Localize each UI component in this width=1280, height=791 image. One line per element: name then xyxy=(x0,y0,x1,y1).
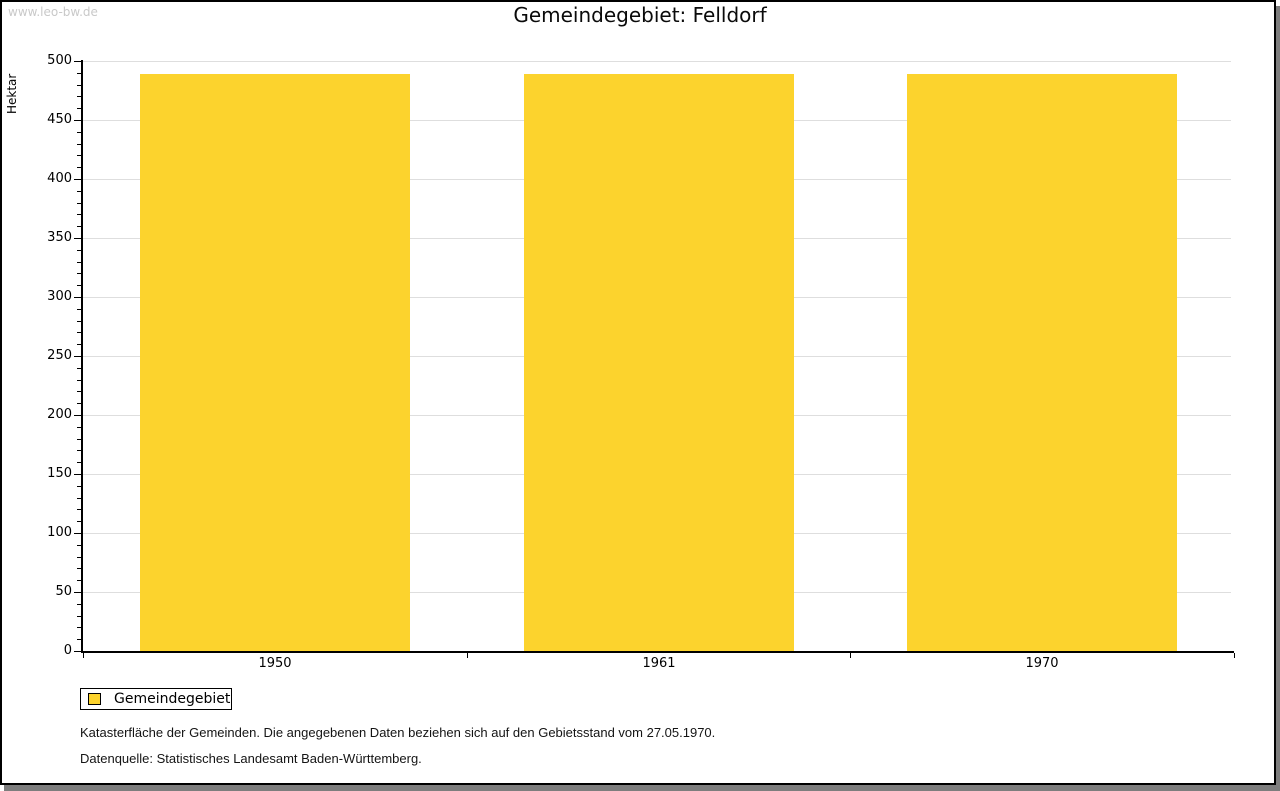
y-minor-tick xyxy=(77,85,81,86)
y-tick-label: 300 xyxy=(47,289,72,304)
y-minor-tick xyxy=(77,155,81,156)
y-minor-tick xyxy=(77,368,81,369)
y-minor-tick xyxy=(77,486,81,487)
legend-label: Gemeindegebiet xyxy=(114,691,231,707)
y-minor-tick xyxy=(77,226,81,227)
y-minor-tick xyxy=(77,462,81,463)
watermark-link: www.leo-bw.de xyxy=(8,5,98,19)
y-minor-tick xyxy=(77,344,81,345)
y-minor-tick xyxy=(77,191,81,192)
y-major-tick xyxy=(74,297,81,298)
y-minor-tick xyxy=(77,167,81,168)
bar-1950 xyxy=(140,74,410,651)
y-major-tick xyxy=(74,61,81,62)
y-minor-tick xyxy=(77,96,81,97)
y-minor-tick xyxy=(77,309,81,310)
y-major-tick xyxy=(74,533,81,534)
y-tick-label: 100 xyxy=(47,525,72,540)
y-tick-label: 450 xyxy=(47,112,72,127)
y-minor-tick xyxy=(77,332,81,333)
y-tick-label: 150 xyxy=(47,466,72,481)
bar-1961 xyxy=(524,74,794,651)
x-tick xyxy=(850,653,851,658)
y-minor-tick xyxy=(77,557,81,558)
y-minor-tick xyxy=(77,639,81,640)
x-tick-label: 1950 xyxy=(258,656,292,671)
y-minor-tick xyxy=(77,262,81,263)
y-tick-label: 250 xyxy=(47,348,72,363)
y-axis-line xyxy=(81,60,83,653)
y-minor-tick xyxy=(77,604,81,605)
y-tick-label: 200 xyxy=(47,407,72,422)
y-tick-label: 50 xyxy=(55,584,72,599)
y-minor-tick xyxy=(77,250,81,251)
y-minor-tick xyxy=(77,439,81,440)
y-major-tick xyxy=(74,238,81,239)
y-minor-tick xyxy=(77,108,81,109)
y-minor-tick xyxy=(77,450,81,451)
x-axis-line xyxy=(81,651,1234,653)
y-minor-tick xyxy=(77,285,81,286)
y-minor-tick xyxy=(77,568,81,569)
y-axis-title: Hektar xyxy=(5,73,19,114)
bar-1970 xyxy=(907,74,1177,651)
y-tick-label: 350 xyxy=(47,230,72,245)
y-minor-tick xyxy=(77,580,81,581)
y-minor-tick xyxy=(77,616,81,617)
y-minor-tick xyxy=(77,545,81,546)
x-tick-label: 1970 xyxy=(1025,656,1059,671)
y-major-tick xyxy=(74,415,81,416)
y-minor-tick xyxy=(77,391,81,392)
y-tick-label: 500 xyxy=(47,53,72,68)
y-minor-tick xyxy=(77,627,81,628)
legend: Gemeindegebiet xyxy=(80,688,232,710)
y-minor-tick xyxy=(77,403,81,404)
y-minor-tick xyxy=(77,203,81,204)
x-tick xyxy=(467,653,468,658)
footnote-data-source: Datenquelle: Statistisches Landesamt Bad… xyxy=(80,751,422,766)
y-minor-tick xyxy=(77,427,81,428)
y-major-tick xyxy=(74,474,81,475)
chart-title: Gemeindegebiet: Felldorf xyxy=(513,3,767,27)
y-minor-tick xyxy=(77,509,81,510)
y-minor-tick xyxy=(77,321,81,322)
y-minor-tick xyxy=(77,521,81,522)
y-major-tick xyxy=(74,592,81,593)
y-tick-label: 0 xyxy=(63,643,72,658)
y-major-tick xyxy=(74,651,81,652)
y-major-tick xyxy=(74,356,81,357)
x-tick xyxy=(83,653,84,658)
y-tick-label: 400 xyxy=(47,171,72,186)
y-minor-tick xyxy=(77,273,81,274)
y-minor-tick xyxy=(77,214,81,215)
gridline xyxy=(83,61,1231,62)
footnote-source-note: Katasterfläche der Gemeinden. Die angege… xyxy=(80,725,716,740)
y-minor-tick xyxy=(77,73,81,74)
x-tick xyxy=(1234,653,1235,658)
y-minor-tick xyxy=(77,144,81,145)
y-minor-tick xyxy=(77,380,81,381)
y-minor-tick xyxy=(77,498,81,499)
y-major-tick xyxy=(74,179,81,180)
legend-swatch-icon xyxy=(88,693,101,705)
x-tick-label: 1961 xyxy=(642,656,676,671)
y-major-tick xyxy=(74,120,81,121)
y-minor-tick xyxy=(77,132,81,133)
